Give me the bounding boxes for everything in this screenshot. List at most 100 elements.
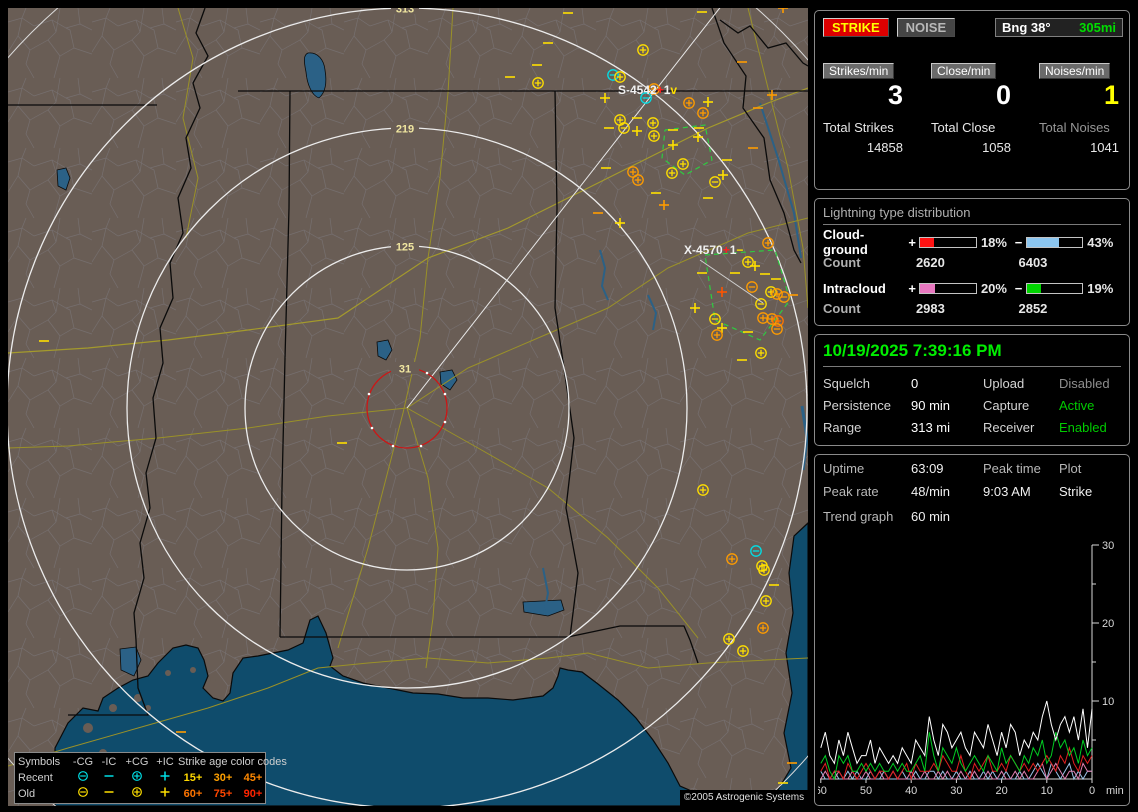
- strike-symbol-cm: [771, 323, 783, 335]
- svg-text:40: 40: [905, 785, 917, 797]
- total-close-value: 1058: [982, 140, 1011, 155]
- map-canvas[interactable]: 313 219 125 31 S-4542+1v X-4570+1−: [8, 8, 808, 806]
- strike-symbol-cp: [627, 166, 639, 178]
- strike-symbol-cp: [683, 97, 695, 109]
- cell-label-S-4542: S-4542+1v: [618, 83, 677, 97]
- svg-text:0: 0: [1089, 785, 1095, 797]
- legend-col-pos-ic: +IC: [156, 756, 174, 768]
- ring-label-bg: [391, 8, 419, 14]
- cg-minus-bar: [1025, 236, 1084, 248]
- strike-symbol-cp: [755, 347, 767, 359]
- status-panel: 10/19/2025 7:39:16 PM Squelch 0 Upload D…: [814, 334, 1130, 446]
- strike-symbol-cp: [648, 130, 660, 142]
- strike-symbol-cp: [737, 645, 749, 657]
- cell-leader-line: [699, 259, 764, 304]
- strike-symbol-cp: [637, 44, 649, 56]
- ring-label-31: 31: [399, 364, 411, 376]
- strike-symbol-p: [778, 8, 788, 13]
- strike-symbol-p: [615, 218, 625, 228]
- strike-symbol-p: [717, 323, 727, 333]
- range-label: Range: [823, 420, 862, 435]
- strike-symbol-cp: [757, 622, 769, 634]
- uptime-label: Uptime: [823, 461, 865, 476]
- svg-text:50: 50: [860, 785, 872, 797]
- strike-symbol-cm: [750, 545, 762, 557]
- chart-axes: [820, 544, 1099, 783]
- ring-labels: 313 219 125 31: [391, 8, 419, 376]
- close-per-min-button[interactable]: Close/min: [931, 63, 997, 79]
- svg-text:20: 20: [995, 785, 1007, 797]
- legend-recent-label: Recent: [18, 772, 53, 784]
- close-per-min-value: 0: [995, 80, 1011, 110]
- strike-symbol-cm: [746, 281, 758, 293]
- age-15: 15+: [183, 772, 203, 784]
- age-45: 45+: [243, 772, 263, 784]
- close-column: Close/min 0 Total Close 1058: [931, 63, 1013, 155]
- strike-symbol-cp: [757, 312, 769, 324]
- legend-col-neg-cg: -CG: [72, 756, 94, 768]
- strike-symbol-cp: [532, 77, 544, 89]
- marsh-islands: [83, 667, 216, 757]
- strike-symbol-p: [632, 126, 642, 136]
- peak-rate-value: 48/min: [911, 484, 951, 499]
- squelch-value: 0: [911, 376, 919, 391]
- bearing-line: [406, 8, 721, 409]
- strike-symbol-cp: [697, 484, 709, 496]
- plot-label: Plot: [1059, 461, 1082, 476]
- strike-symbol-cp: [648, 83, 660, 95]
- storm-cell-labels: S-4542+1v X-4570+1−: [618, 83, 764, 304]
- cg-plus-old-icon: [122, 786, 152, 802]
- strike-mode-button[interactable]: STRIKE: [823, 18, 889, 37]
- cg-minus-count: 6403: [1018, 255, 1048, 270]
- peak-rate-label: Peak rate: [823, 484, 879, 499]
- upload-status: Disabled: [1059, 376, 1110, 391]
- rivers: [542, 102, 808, 615]
- lightning-map[interactable]: 313 219 125 31 S-4542+1v X-4570+1− Symbols -…: [8, 8, 808, 806]
- ring-label-bg: [391, 240, 419, 252]
- strike-symbol-cm: [640, 92, 652, 104]
- chart-tick-labels: 60 50 40 30 20 10 0 min 10 20 30: [818, 540, 1124, 797]
- strikes-column: Strikes/min 3 Total Strikes 14858: [823, 63, 905, 155]
- strike-symbol-cp: [697, 107, 709, 119]
- strike-symbol-cp: [677, 158, 689, 170]
- noises-column: Noises/min 1 Total Noises 1041: [1039, 63, 1121, 155]
- range-value: 313 mi: [911, 420, 951, 435]
- strikes-per-min-button[interactable]: Strikes/min: [823, 63, 895, 79]
- total-noises-label: Total Noises: [1039, 120, 1110, 135]
- plus-sign: +: [908, 280, 916, 296]
- svg-text:10: 10: [1041, 785, 1053, 797]
- total-noises-value: 1041: [1090, 140, 1119, 155]
- ic-minus-bar: [1025, 282, 1084, 294]
- strike-symbol-cp: [723, 633, 735, 645]
- age-90: 90+: [243, 788, 263, 800]
- intracloud-label: Intracloud: [823, 280, 886, 296]
- cg-minus-old-icon: [70, 786, 96, 802]
- strike-symbol-cp: [760, 595, 772, 607]
- datetime-display: 10/19/2025 7:39:16 PM: [823, 341, 1121, 367]
- water-gulf-of-mexico: [54, 522, 808, 806]
- noises-per-min-button[interactable]: Noises/min: [1039, 63, 1111, 79]
- trend-series-green: [820, 732, 1093, 781]
- capture-status: Active: [1059, 398, 1095, 413]
- noise-mode-button[interactable]: NOISE: [896, 18, 956, 37]
- strike-symbol-p: [717, 287, 727, 297]
- plus-sign: +: [908, 234, 916, 250]
- trend-series-red: [820, 745, 1093, 781]
- ring-label-bg: [391, 122, 419, 134]
- legend-old-label: Old: [18, 788, 36, 800]
- legend-col-neg-ic: -IC: [101, 756, 117, 768]
- strike-symbol-cm: [709, 176, 721, 188]
- legend-col-pos-cg: +CG: [125, 756, 149, 768]
- strike-symbol-cp: [766, 313, 778, 325]
- ring-label-125: 125: [396, 242, 414, 254]
- cg-plus-pct: 18%: [980, 234, 1007, 250]
- ring-label-219: 219: [396, 124, 414, 136]
- strike-symbol-p: [600, 93, 610, 103]
- ic-plus-count: 2983: [915, 301, 945, 316]
- svg-text:30: 30: [1102, 540, 1114, 552]
- bearing-display: Bng 38° 305mi: [995, 18, 1123, 37]
- strike-symbol-p: [690, 303, 700, 313]
- ic-minus-pct: 19%: [1087, 280, 1114, 296]
- age-30: 30+: [213, 772, 233, 784]
